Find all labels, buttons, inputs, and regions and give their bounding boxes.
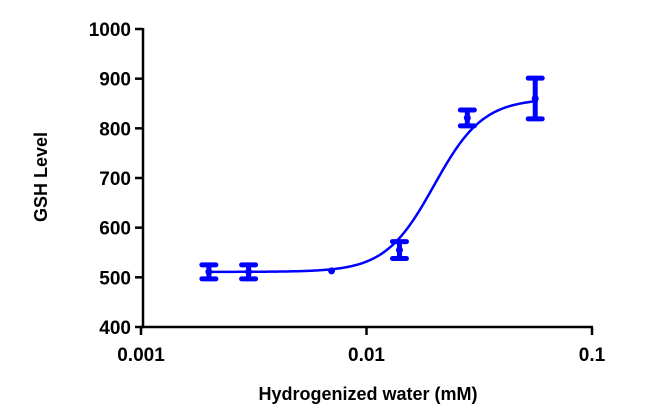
x-ticks: 0.001 0.01 0.1 <box>117 327 606 366</box>
point-marker <box>395 246 403 254</box>
point-marker <box>245 268 253 276</box>
x-tick-label: 0.001 <box>117 345 165 366</box>
point-marker <box>328 267 336 275</box>
data-points <box>199 75 545 282</box>
y-axis: 400 500 600 700 800 900 1000 <box>89 20 145 339</box>
y-tick-label: 500 <box>99 268 131 289</box>
x-tick-label: 0.01 <box>348 345 385 366</box>
y-ticks: 400 500 600 700 800 900 1000 <box>89 20 143 339</box>
point-marker <box>205 268 213 276</box>
y-tick-label: 700 <box>99 169 131 190</box>
y-tick-label: 400 <box>99 318 131 339</box>
x-axis: 0.001 0.01 0.1 <box>117 325 606 366</box>
x-tick-label: 0.1 <box>579 345 606 366</box>
y-tick-label: 800 <box>99 119 131 140</box>
y-tick-label: 900 <box>99 70 131 91</box>
data-point <box>328 267 336 275</box>
data-point <box>525 75 545 122</box>
y-tick-label: 1000 <box>89 20 131 41</box>
y-tick-label: 600 <box>99 219 131 240</box>
y-axis-title: GSH Level <box>31 132 51 222</box>
data-point <box>457 107 477 129</box>
point-marker <box>463 114 471 122</box>
data-point <box>389 239 409 261</box>
point-marker <box>531 95 539 103</box>
data-point <box>239 262 259 282</box>
x-axis-title: Hydrogenized water (mM) <box>258 384 477 404</box>
fit-curve <box>208 100 536 274</box>
data-point <box>199 262 219 282</box>
